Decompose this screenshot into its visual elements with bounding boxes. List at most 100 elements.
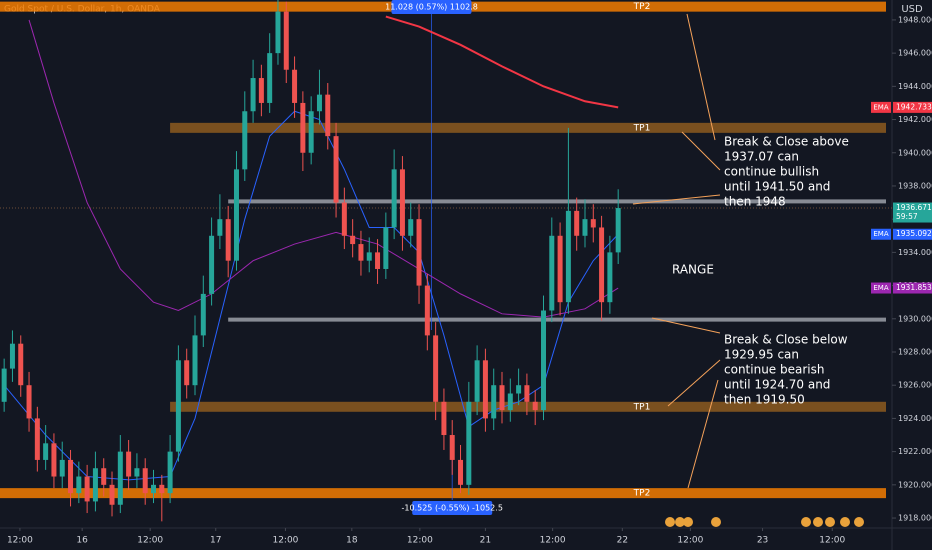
candle-body: [499, 385, 505, 411]
ema-tag: [871, 101, 891, 113]
candle-body: [275, 11, 281, 54]
candle-body: [51, 443, 57, 477]
level-band: [170, 401, 887, 412]
candle-body: [557, 235, 563, 303]
y-tick-label: 1940.000: [898, 148, 932, 157]
candle-body: [524, 385, 530, 402]
y-tick-label: 1924.000: [898, 414, 932, 423]
measure-box: [412, 501, 493, 515]
candle-body: [341, 202, 347, 236]
y-tick-label: 1922.000: [898, 447, 932, 456]
candle-body: [250, 78, 256, 112]
annotation: Break & Close above: [724, 135, 849, 149]
candle-body: [101, 468, 107, 485]
candle-body: [482, 360, 488, 419]
candle-body: [84, 476, 90, 502]
candle-body: [209, 235, 215, 294]
candle-body: [416, 219, 422, 286]
price-tag-value: 1931.853: [896, 283, 932, 292]
x-tick-label: 22: [617, 536, 628, 546]
candle-body: [350, 235, 356, 245]
level-label: TP1: [633, 123, 651, 133]
price-tag: [893, 101, 932, 113]
candle-body: [582, 219, 588, 236]
candle-body: [466, 401, 472, 485]
candle-body: [258, 78, 264, 103]
y-tick-label: 1946.000: [898, 49, 932, 58]
candle-body: [540, 310, 546, 411]
candle-body: [26, 385, 32, 419]
candle-body: [200, 293, 206, 336]
candle-body: [458, 459, 464, 485]
candle-body: [134, 468, 140, 477]
x-tick-label: 12:00: [272, 536, 298, 546]
y-tick-label: 1918.000: [898, 514, 932, 523]
y-tick-label: 1948.000: [898, 15, 932, 24]
candle-body: [375, 252, 381, 269]
candle-body: [175, 360, 181, 452]
candle-body: [184, 360, 190, 386]
x-tick-label: 21: [480, 536, 491, 546]
candle-body: [76, 476, 82, 494]
candle-body: [325, 94, 331, 137]
ema-label: EMA: [873, 230, 888, 238]
candle-body: [151, 484, 157, 494]
candle-body: [267, 53, 273, 103]
candle-body: [507, 393, 513, 411]
measure-label: 11.028 (0.57%) 1102.8: [385, 3, 478, 12]
candle-body: [142, 468, 148, 494]
level-label: TP1: [633, 402, 651, 412]
level-band: [0, 488, 886, 499]
x-tick-label: 12:00: [819, 536, 845, 546]
x-tick-label: 12:00: [137, 536, 163, 546]
candle-body: [549, 235, 555, 311]
candle-body: [225, 219, 231, 261]
x-tick-label: 23: [757, 536, 768, 546]
x-tick-label: 12:00: [540, 536, 566, 546]
candle-body: [565, 210, 571, 303]
candle-body: [92, 468, 98, 502]
candle-body: [491, 385, 497, 419]
level-label: TP2: [633, 489, 651, 499]
x-tick-label: 12:00: [407, 536, 433, 546]
annotation: continue bullish: [724, 165, 819, 179]
annotation: 1937.07 can: [724, 150, 799, 164]
candle-body: [283, 11, 289, 70]
candle-body: [474, 360, 480, 402]
candle-body: [167, 451, 173, 494]
candle-body: [433, 335, 439, 402]
candle-body: [449, 435, 455, 460]
candle-body: [233, 169, 239, 261]
candle-body: [59, 459, 65, 477]
ema-tag: [871, 228, 891, 240]
annotation: until 1924.70 and: [724, 378, 830, 392]
x-tick-label: 12:00: [7, 536, 33, 546]
level-line: [228, 199, 887, 204]
annotation: Break & Close below: [724, 333, 848, 347]
price-tag-value: 1942.733: [896, 102, 932, 111]
level-label: TP2: [633, 2, 651, 12]
price-tag: [893, 282, 932, 294]
annotation: RANGE: [672, 263, 714, 277]
ema-label: EMA: [873, 103, 888, 111]
event-icons: [665, 517, 864, 527]
level-line: [228, 317, 887, 322]
candle-body: [574, 210, 580, 236]
annotation: then 1919.50: [724, 393, 805, 407]
annotation: then 1948: [724, 195, 786, 209]
candle-body: [1, 368, 7, 402]
moving-average: [28, 19, 619, 318]
candle-body: [615, 208, 621, 253]
x-tick-label: 18: [346, 536, 358, 546]
price-tag-value: 1935.092: [896, 229, 932, 238]
candle-body: [441, 401, 447, 436]
candle-body: [292, 69, 298, 103]
candle-body: [516, 385, 522, 394]
measure-box: [391, 0, 472, 14]
candle-body: [316, 94, 322, 112]
candle-body: [68, 459, 74, 494]
x-tick-label: 16: [76, 536, 88, 546]
candle-body: [300, 102, 306, 153]
candle-body: [217, 219, 223, 236]
candle-body: [366, 252, 372, 261]
